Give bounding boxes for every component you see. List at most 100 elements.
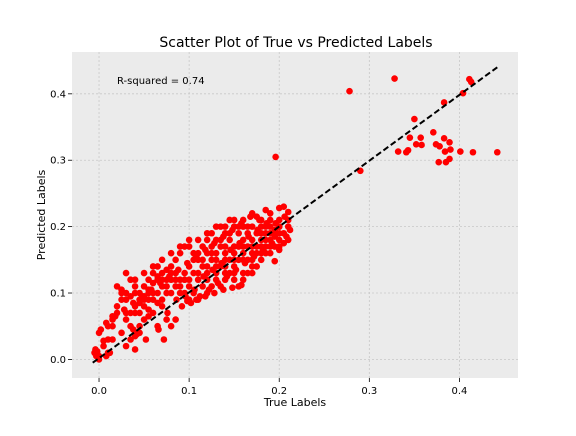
data-point — [102, 319, 110, 327]
x-tick-label: 0.3 — [361, 386, 377, 397]
data-point — [145, 306, 152, 313]
data-point — [158, 256, 166, 264]
y-tick-label: 0.4 — [50, 89, 66, 100]
data-point — [120, 306, 128, 313]
data-point — [275, 229, 283, 237]
data-point — [435, 158, 443, 166]
data-point — [193, 253, 200, 260]
data-point — [160, 336, 168, 343]
data-point — [436, 142, 443, 150]
x-tick-label: 0.4 — [451, 386, 467, 397]
y-tick-label: 0.1 — [50, 289, 66, 300]
chart-title: Scatter Plot of True vs Predicted Labels — [159, 35, 432, 51]
data-point — [184, 259, 191, 267]
data-point — [493, 148, 501, 156]
data-point — [156, 279, 164, 287]
data-point — [271, 257, 279, 265]
data-point — [93, 348, 101, 355]
data-point — [256, 216, 263, 224]
data-point — [281, 213, 288, 220]
data-point — [145, 296, 152, 303]
data-point — [154, 289, 161, 297]
data-point — [163, 266, 170, 274]
data-point — [176, 249, 184, 257]
data-point — [202, 293, 209, 300]
x-tick-label: 0.0 — [91, 386, 107, 397]
data-point — [280, 203, 288, 211]
data-point — [441, 148, 449, 155]
x-axis-ticks: 0.0 0.1 0.2 0.3 0.4 — [91, 378, 467, 397]
data-point — [221, 223, 229, 230]
data-point — [194, 236, 202, 244]
data-point — [131, 276, 139, 284]
data-point — [230, 276, 238, 284]
data-point — [140, 316, 148, 323]
data-point — [185, 276, 193, 284]
data-point — [149, 279, 157, 287]
data-point — [100, 337, 107, 345]
data-point — [127, 336, 134, 343]
data-point — [272, 153, 279, 161]
data-point — [172, 256, 179, 264]
data-point — [248, 269, 256, 277]
data-point — [272, 219, 279, 227]
data-point — [446, 155, 453, 163]
data-point — [140, 302, 148, 310]
data-point — [411, 115, 418, 123]
data-point — [129, 326, 137, 333]
data-point — [391, 75, 398, 82]
data-point — [158, 296, 166, 303]
data-point — [113, 302, 121, 310]
data-point — [263, 219, 270, 227]
data-point — [275, 236, 283, 244]
data-point — [259, 246, 267, 254]
data-point — [221, 249, 229, 257]
reference-line — [92, 66, 498, 364]
y-tick-label: 0.2 — [50, 222, 66, 233]
data-point — [202, 246, 209, 254]
data-point — [467, 78, 475, 86]
data-point — [245, 233, 252, 240]
data-point — [133, 330, 141, 338]
data-point — [227, 246, 234, 254]
data-point — [95, 329, 103, 337]
data-point — [200, 273, 207, 280]
data-point — [440, 135, 448, 142]
data-point — [199, 256, 206, 264]
data-point — [149, 263, 157, 270]
data-point — [163, 283, 170, 290]
data-point — [175, 266, 182, 274]
data-point — [122, 316, 130, 323]
data-point — [178, 302, 186, 310]
data-point — [211, 289, 218, 297]
data-point — [142, 336, 150, 343]
data-point — [286, 226, 294, 234]
data-point — [283, 233, 290, 240]
data-point — [262, 206, 270, 214]
data-point — [158, 269, 166, 277]
data-point — [238, 219, 245, 227]
data-point — [194, 276, 202, 284]
data-point — [172, 316, 179, 323]
data-point — [223, 273, 231, 280]
data-point — [163, 316, 170, 323]
data-point — [268, 239, 276, 247]
y-axis-label: Predicted Labels — [35, 169, 48, 260]
data-point — [181, 269, 188, 277]
data-point — [113, 283, 121, 290]
data-point — [145, 276, 152, 284]
data-point — [226, 236, 233, 244]
data-point — [232, 266, 240, 274]
data-point — [176, 289, 184, 297]
data-point — [266, 249, 274, 257]
data-point — [457, 148, 464, 155]
data-point — [167, 249, 175, 257]
data-point — [447, 146, 454, 153]
reference-line-path — [92, 66, 498, 364]
data-point — [176, 243, 184, 250]
y-axis-ticks: 0.0 0.1 0.2 0.3 0.4 — [50, 89, 72, 366]
data-point — [145, 312, 152, 320]
data-point — [203, 263, 211, 270]
